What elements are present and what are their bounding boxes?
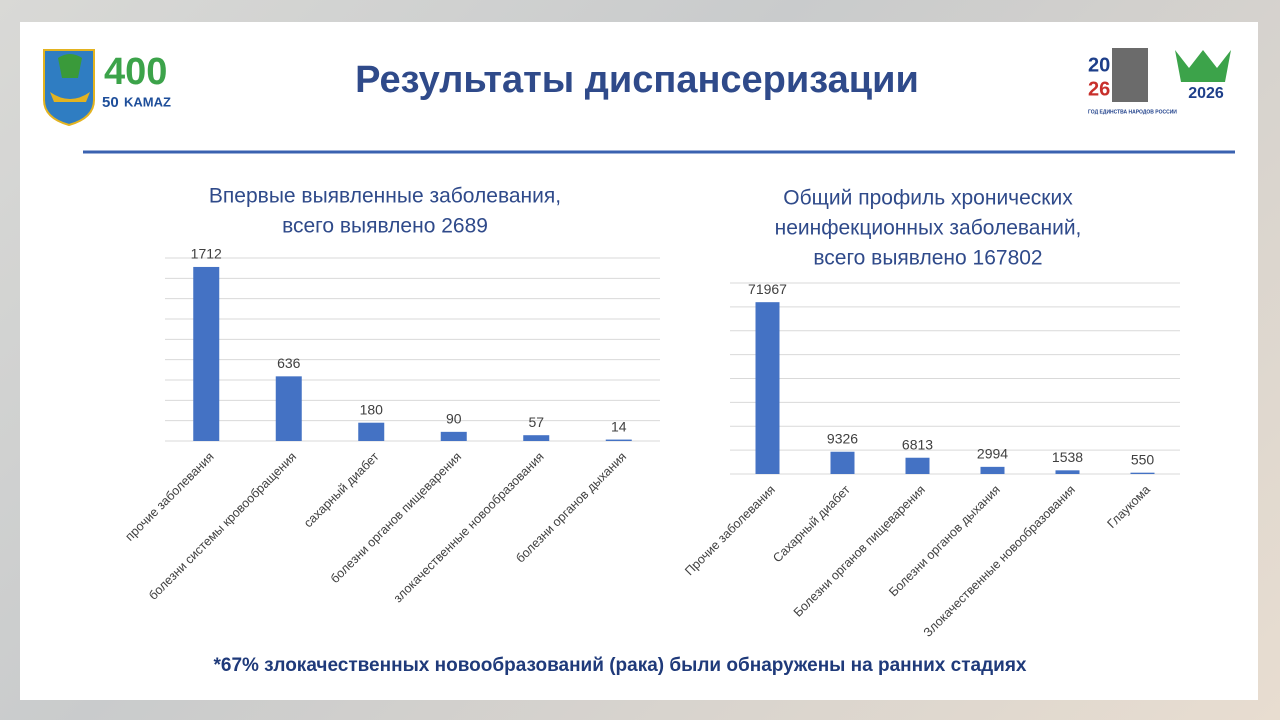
logo-400: 400: [104, 51, 167, 93]
value-label: 636: [277, 355, 301, 371]
logo-year-b: 26: [1088, 78, 1110, 100]
monument: [1112, 48, 1148, 102]
chart-title: неинфекционных заболеваний,: [775, 217, 1082, 240]
city-emblem: [43, 49, 95, 127]
bar: [755, 302, 780, 474]
value-label: 180: [360, 401, 384, 417]
star-emblem: [1175, 50, 1231, 82]
bar: [1130, 472, 1155, 474]
bar: [905, 457, 930, 474]
value-label: 9326: [827, 430, 858, 446]
value-label: 14: [611, 418, 627, 434]
bar: [193, 266, 220, 441]
emblem-boat: [50, 92, 90, 102]
logo-caption: ГОД ЕДИНСТВА НАРОДОВ РОССИИ: [1088, 109, 1177, 115]
value-label: 1712: [191, 246, 222, 262]
slide-card: [20, 22, 1258, 700]
value-label: 1538: [1052, 449, 1083, 465]
logo-year-a: 20: [1088, 54, 1110, 76]
value-label: 57: [528, 414, 544, 430]
value-label: 2994: [977, 446, 1008, 462]
value-label: 71967: [748, 281, 787, 297]
value-label: 6813: [902, 436, 933, 452]
value-label: 550: [1131, 451, 1155, 467]
slide-title: Результаты диспансеризации: [355, 59, 919, 101]
chart-title: Впервые выявленные заболевания,: [209, 185, 561, 208]
bar: [358, 422, 385, 441]
bar: [440, 431, 467, 441]
bar: [605, 439, 632, 441]
bar: [1055, 470, 1080, 474]
chart-title: всего выявлено 2689: [282, 215, 488, 238]
chart-title: всего выявлено 167802: [813, 247, 1042, 270]
logo-year-c: 2026: [1188, 85, 1224, 102]
bar: [980, 466, 1005, 474]
bar: [275, 376, 302, 441]
bar: [523, 435, 550, 441]
value-label: 90: [446, 411, 462, 427]
logo-kamaz: KAMAZ: [124, 94, 171, 109]
chart-title: Общий профиль хронических: [783, 187, 1073, 210]
emblem-leaf: [58, 54, 82, 78]
footnote: *67% злокачественных новообразований (ра…: [213, 655, 1026, 676]
logo-50: 50: [102, 94, 119, 111]
bar: [830, 451, 855, 474]
